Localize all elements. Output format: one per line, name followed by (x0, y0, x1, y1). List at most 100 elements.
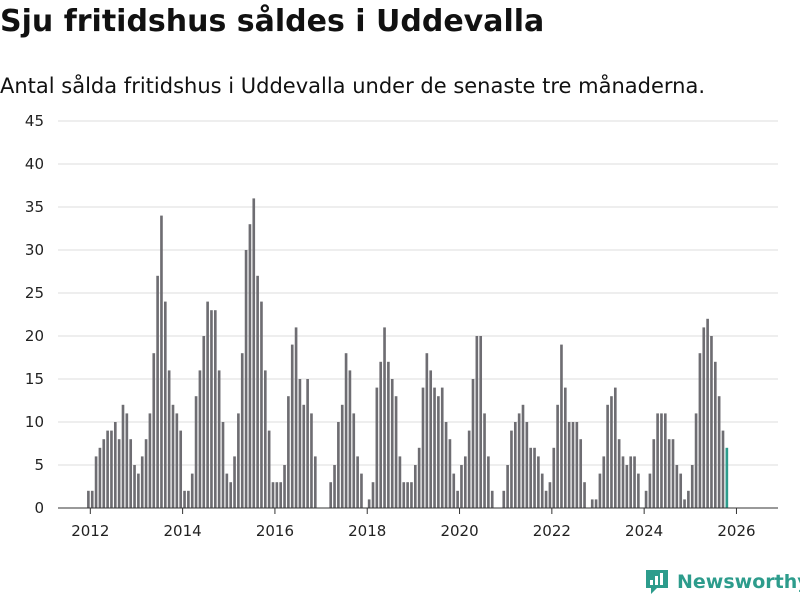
x-tick-label: 2014 (164, 522, 202, 540)
bar-chart: 0 5 10 15 20 25 30 35 40 45 2012 2014 2016 2018 2020 20… (25, 0, 778, 540)
bar (417, 447, 421, 508)
bar (479, 336, 483, 508)
bar (510, 430, 513, 508)
x-tick-label: 2022 (533, 522, 571, 540)
bar (463, 456, 467, 508)
x-tick-label: 2016 (256, 522, 294, 540)
bar (337, 422, 340, 508)
bar (156, 275, 159, 508)
bar (548, 482, 552, 508)
bar (410, 482, 413, 508)
chart-title: Sju fritidshus såldes i Uddevalla (0, 4, 545, 39)
chart-subtitle: Antal sålda fritidshus i Uddevalla under… (0, 74, 705, 98)
bar (110, 430, 113, 508)
bar (490, 490, 494, 508)
bar (452, 473, 456, 508)
bar (637, 473, 640, 508)
latest-value-label: 7 (737, 0, 747, 4)
bar (313, 456, 317, 508)
bar (383, 327, 386, 508)
bar (460, 465, 463, 508)
bar (648, 473, 652, 508)
bar (183, 490, 186, 508)
bar (179, 430, 183, 508)
bar (240, 353, 244, 508)
bar (198, 370, 202, 508)
bar (260, 301, 263, 508)
bar (556, 404, 559, 508)
bar (206, 301, 209, 508)
bar (563, 387, 567, 508)
bar (294, 327, 298, 508)
bar (537, 456, 540, 508)
bar (540, 473, 544, 508)
bar (302, 404, 306, 508)
x-tick-label: 2026 (717, 522, 755, 540)
bar (421, 387, 425, 508)
bar (413, 465, 417, 508)
bar (579, 439, 583, 508)
bar (340, 404, 344, 508)
bar (210, 310, 213, 508)
bar (233, 456, 236, 508)
x-tick-label: 2024 (625, 522, 663, 540)
y-tick-label: 40 (25, 155, 44, 173)
gridlines (58, 120, 778, 466)
bar (717, 396, 721, 508)
bar (221, 422, 225, 508)
bar (467, 430, 471, 508)
bar (217, 370, 221, 508)
bar (329, 482, 333, 508)
bar (87, 490, 90, 508)
bar (98, 447, 102, 508)
y-tick-label: 25 (25, 284, 44, 302)
bar (171, 404, 175, 508)
bar (687, 490, 690, 508)
y-tick-label: 10 (25, 413, 44, 431)
bar (90, 490, 94, 508)
bar (190, 473, 194, 508)
x-tick-label: 2020 (440, 522, 478, 540)
bar (710, 336, 713, 508)
newsworthy-icon (646, 570, 668, 594)
bar (225, 473, 229, 508)
bar (394, 396, 398, 508)
bar (387, 361, 390, 508)
bar (267, 430, 271, 508)
bar (625, 465, 629, 508)
bar (371, 482, 375, 508)
bar (125, 413, 129, 508)
bar (513, 422, 517, 508)
bar (483, 413, 486, 508)
bar (533, 447, 536, 508)
y-tick-label: 5 (34, 456, 44, 474)
bar (167, 370, 171, 508)
bar (606, 404, 609, 508)
y-tick-label: 35 (25, 198, 44, 216)
bar (290, 344, 294, 508)
bar (163, 301, 167, 508)
bar (529, 447, 533, 508)
bar (283, 465, 286, 508)
bar (106, 430, 109, 508)
bar (213, 310, 217, 508)
bar (129, 439, 133, 508)
y-tick-label: 20 (25, 327, 44, 345)
y-tick-label: 45 (25, 112, 44, 130)
bar (694, 413, 698, 508)
bar (367, 499, 371, 508)
bar (617, 439, 621, 508)
bar (506, 465, 509, 508)
bar (456, 490, 459, 508)
bar (575, 422, 579, 508)
bar (248, 224, 252, 508)
bar (475, 336, 479, 508)
bar (352, 413, 356, 508)
bar (633, 456, 636, 508)
y-tick-label: 15 (25, 370, 44, 388)
bar (560, 344, 563, 508)
bar (306, 379, 309, 508)
bar (256, 275, 259, 508)
bar (679, 473, 683, 508)
bar (440, 387, 444, 508)
